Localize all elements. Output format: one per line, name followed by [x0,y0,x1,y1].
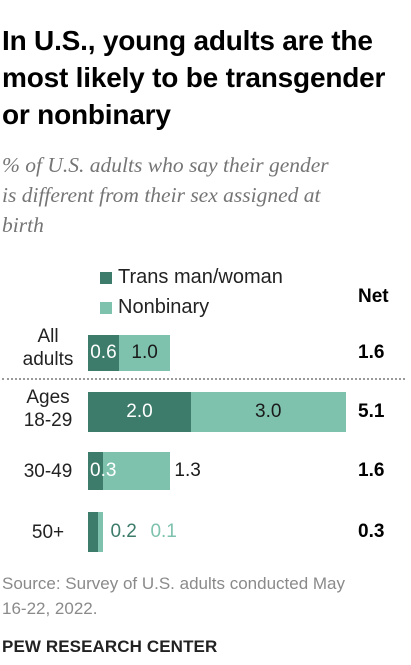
net-value: 1.6 [358,460,385,481]
data-label-trans: 2.0 [126,401,153,422]
category-label-line: adults [22,349,74,370]
category-label-line: All [37,326,59,347]
legend-item-trans: Trans man/woman [100,266,283,289]
category-label: 30-49 [0,460,96,483]
legend-item-nonbinary: Nonbinary [100,296,209,319]
bar-segment-trans [88,452,104,490]
source-line: 16-22, 2022. [2,599,98,618]
divider-line [2,378,405,380]
category-label-line: Ages [26,387,70,408]
data-label-nonbinary: 1.3 [174,460,201,481]
subtitle-line: birth [2,213,44,237]
bar-segment-nonbinary [191,392,346,432]
footer-credit: PEW RESEARCH CENTER [2,637,218,656]
source-note: Source: Survey of U.S. adults conducted … [2,571,407,621]
legend-label-trans: Trans man/woman [118,266,283,288]
legend-swatch-nonbinary [100,301,112,314]
chart-title: In U.S., young adults are the most likel… [2,25,386,130]
net-column-header: Net [358,286,389,307]
category-label-line: 18-29 [23,410,73,431]
category-label: All adults [0,325,96,371]
data-label-nonbinary: 1.0 [131,342,158,363]
subtitle-line: is different from their sex assigned at [2,183,321,207]
data-label-nonbinary: 3.0 [255,401,282,422]
legend-swatch-trans [100,271,112,284]
source-line: Source: Survey of U.S. adults conducted … [2,574,346,593]
bar-segment-nonbinary [98,512,104,552]
data-label-trans: 0.2 [110,521,137,542]
data-label-nonbinary: 0.1 [150,521,177,542]
bar-segment-trans [88,512,99,552]
bar-segment-trans [88,335,119,371]
category-label: 50+ [0,521,96,544]
bar-segment-trans [88,392,191,432]
data-label-trans: 0.3 [90,460,117,481]
bar-segment-nonbinary [118,335,171,371]
category-label: Ages 18-29 [0,386,96,432]
chart-subtitle: % of U.S. adults who say their gender is… [2,150,407,240]
net-value: 0.3 [358,521,385,542]
subtitle-line: % of U.S. adults who say their gender [2,153,329,177]
bar-segment-nonbinary [103,452,171,490]
category-label-line: 30-49 [23,461,73,482]
net-value: 1.6 [358,342,385,363]
net-value: 5.1 [358,401,385,422]
legend-label-nonbinary: Nonbinary [118,296,210,318]
category-label-line: 50+ [31,522,65,543]
data-label-trans: 0.6 [90,342,117,363]
